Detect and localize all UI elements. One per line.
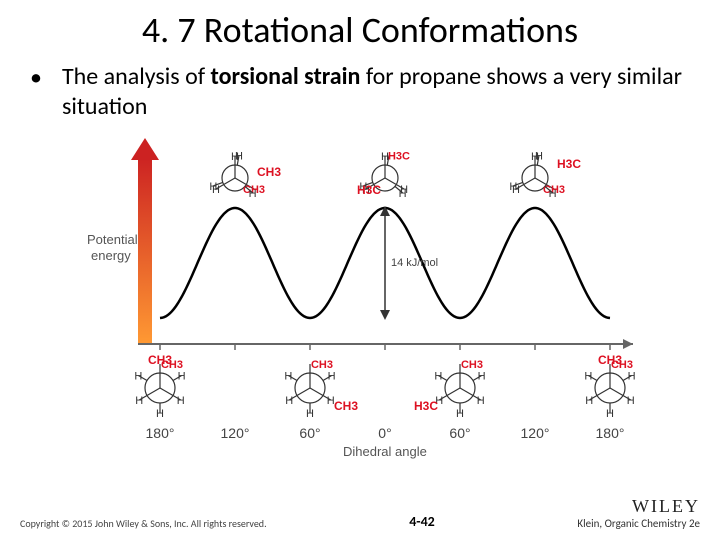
svg-text:H: H [456, 408, 464, 420]
staggered-projections: CH3HHHHHCH3CH3HHHHHCH3CH3HHHHHH3CCH3HHHH… [134, 353, 635, 420]
svg-text:H: H [585, 395, 593, 407]
svg-text:H: H [156, 408, 164, 420]
svg-text:H: H [134, 371, 142, 383]
svg-text:CH3: CH3 [598, 353, 622, 367]
svg-text:CH3: CH3 [311, 359, 333, 371]
body: • The analysis of torsional strain for p… [0, 52, 720, 122]
barrier-arrow: 14 kJ/mol [380, 206, 438, 320]
body-bold: torsional strain [211, 62, 361, 91]
slide-title: 4. 7 Rotational Conformations [0, 0, 720, 52]
book-ref: Klein, Organic Chemistry 2e [577, 517, 700, 530]
svg-text:H: H [249, 188, 257, 200]
svg-text:CH3: CH3 [334, 399, 358, 413]
svg-text:H: H [549, 188, 557, 200]
tick-label: 180° [596, 425, 625, 441]
svg-text:H: H [628, 371, 636, 383]
svg-text:H: H [209, 181, 217, 193]
svg-text:CH3: CH3 [461, 359, 483, 371]
svg-text:H: H [584, 371, 592, 383]
svg-text:H3C: H3C [357, 183, 381, 197]
svg-text:H: H [235, 150, 243, 162]
publisher: WILEY Klein, Organic Chemistry 2e [577, 496, 700, 530]
svg-text:H: H [399, 188, 407, 200]
svg-text:H: H [535, 150, 543, 162]
svg-text:H: H [478, 371, 486, 383]
svg-text:H: H [306, 408, 314, 420]
svg-text:H: H [328, 371, 336, 383]
copyright: Copyright © 2015 John Wiley & Sons, Inc.… [20, 517, 267, 530]
body-text: The analysis of torsional strain for pro… [62, 62, 690, 122]
svg-text:H3C: H3C [414, 399, 438, 413]
eclipsed-projections: HCH3HHHHCH3HHHH3CHHH3CHCH3HHHHH3C [209, 150, 581, 199]
tick-label: 120° [521, 425, 550, 441]
svg-text:H: H [434, 371, 442, 383]
x-axis-label: Dihedral angle [343, 444, 427, 459]
wiley-brand: WILEY [577, 496, 700, 517]
svg-text:H3C: H3C [557, 157, 581, 171]
svg-text:H: H [284, 371, 292, 383]
svg-text:CH3: CH3 [148, 353, 172, 367]
tick-label: 180° [146, 425, 175, 441]
svg-text:H: H [509, 181, 517, 193]
tick-labels: 180° 120° 60° 0° 60° 120° 180° [146, 344, 625, 441]
bullet-marker: • [30, 62, 42, 93]
svg-text:H: H [627, 395, 635, 407]
y-axis-label-1: Potential [87, 232, 138, 247]
y-axis-label-2: energy [91, 248, 131, 263]
page-number: 4-42 [409, 513, 435, 530]
energy-diagram: Potential energy Dihedral angle 180° 120°… [85, 138, 645, 478]
tick-label: 60° [299, 425, 320, 441]
barrier-label: 14 kJ/mol [391, 257, 438, 269]
svg-text:H: H [177, 395, 185, 407]
footer: Copyright © 2015 John Wiley & Sons, Inc.… [20, 496, 700, 530]
tick-label: 120° [221, 425, 250, 441]
svg-text:H: H [178, 371, 186, 383]
tick-label: 60° [449, 425, 470, 441]
svg-text:H: H [606, 408, 614, 420]
tick-label: 0° [378, 425, 391, 441]
svg-text:H: H [477, 395, 485, 407]
svg-text:H: H [285, 395, 293, 407]
svg-text:CH3: CH3 [257, 165, 281, 179]
x-axis-arrowhead [623, 339, 633, 349]
svg-text:H: H [135, 395, 143, 407]
body-pre: The analysis of [62, 62, 211, 91]
svg-text:H3C: H3C [388, 150, 410, 162]
